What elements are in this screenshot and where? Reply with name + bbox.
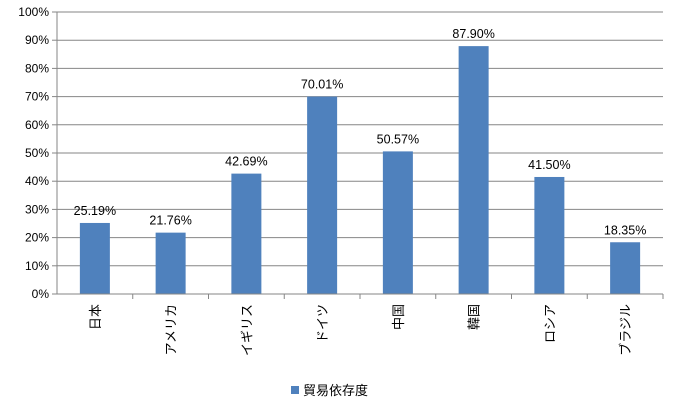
category-label: ドイツ <box>316 304 331 343</box>
category-label: 韓国 <box>468 304 483 330</box>
category-label: ロシア <box>543 304 558 343</box>
data-label: 18.35% <box>604 223 646 237</box>
y-tick-label: 90% <box>25 33 49 47</box>
y-tick-label: 50% <box>25 146 49 160</box>
y-tick-label: 20% <box>25 231 49 245</box>
y-tick-label: 40% <box>25 174 49 188</box>
axes <box>56 12 663 295</box>
bar <box>231 173 262 294</box>
legend-label: 貿易依存度 <box>303 383 368 399</box>
legend: 貿易依存度 <box>291 383 368 399</box>
bar <box>534 176 565 294</box>
y-tick-label: 100% <box>18 5 49 19</box>
category-label: イギリス <box>240 304 255 356</box>
y-tick-label: 0% <box>32 287 50 301</box>
data-label: 42.69% <box>225 155 267 169</box>
data-label: 41.50% <box>528 158 570 172</box>
data-label: 21.76% <box>149 214 191 228</box>
data-label: 50.57% <box>377 132 419 146</box>
legend-swatch <box>291 386 299 394</box>
y-tick-label: 70% <box>25 90 49 104</box>
y-tick-label: 10% <box>25 259 49 273</box>
data-labels: 25.19% 21.76% 42.69% 70.01% 50.57% 87.90% 41.5… <box>74 27 647 237</box>
category-label: ブラジル <box>618 304 634 356</box>
category-label: 日本 <box>89 304 104 330</box>
bars <box>79 46 641 294</box>
gridlines <box>52 11 664 299</box>
data-label: 87.90% <box>452 27 494 41</box>
bar <box>382 151 413 294</box>
y-tick-label: 60% <box>25 118 49 132</box>
bar <box>458 46 489 294</box>
category-label: アメリカ <box>165 304 180 355</box>
y-tick-label: 30% <box>25 202 49 216</box>
data-label: 70.01% <box>301 78 343 92</box>
data-label: 25.19% <box>74 204 116 218</box>
x-tick-labels: 日本 アメリカ イギリス ドイツ 中国 韓国 ロシア ブラジル <box>89 304 634 356</box>
bar <box>307 96 338 294</box>
bar <box>610 242 641 294</box>
y-tick-label: 80% <box>25 61 49 75</box>
bar <box>79 222 110 294</box>
category-label: 中国 <box>392 304 407 330</box>
bar <box>155 232 186 294</box>
y-tick-labels: 0% 10% 20% 30% 40% 50% 60% 70% 80% 90% 100% <box>18 5 49 301</box>
